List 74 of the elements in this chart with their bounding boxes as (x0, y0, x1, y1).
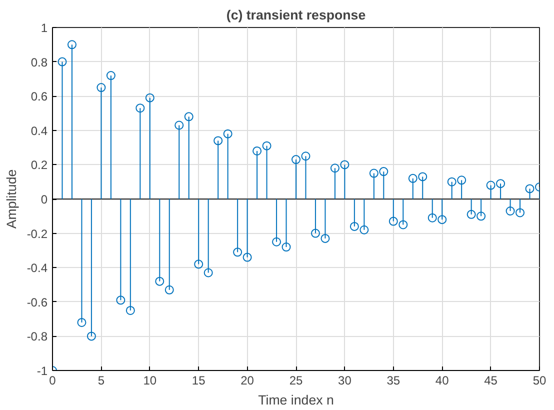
y-tick-label: 0 (40, 192, 48, 206)
point (506, 206, 515, 216)
point (242, 252, 252, 262)
point (136, 104, 145, 113)
x-tick-label: 50 (532, 374, 546, 388)
y-tick-label: -0.6 (26, 295, 48, 310)
y-tick-label: 0.4 (30, 124, 48, 138)
point (525, 184, 534, 194)
point (233, 248, 242, 257)
x-tick-label: 0 (49, 374, 56, 388)
y-tick-label: -0.4 (26, 261, 48, 276)
point (155, 276, 164, 286)
y-tick-label: -0.2 (26, 226, 48, 241)
point (204, 268, 213, 278)
point (58, 57, 67, 66)
point (408, 174, 418, 183)
x-tick-label: 10 (143, 374, 157, 388)
point (428, 213, 437, 222)
point (486, 180, 496, 190)
point (126, 306, 135, 315)
point (388, 216, 398, 226)
point (164, 285, 174, 294)
point (106, 71, 116, 80)
point (476, 212, 486, 221)
y-axis-title: Amplitude (4, 169, 19, 229)
point (184, 112, 194, 122)
point (466, 210, 476, 219)
point (310, 228, 320, 238)
point (116, 296, 126, 305)
x-tick-label: 45 (484, 374, 498, 388)
point (292, 155, 300, 164)
point (457, 176, 466, 185)
point (86, 332, 96, 341)
chart-title: (c) transient response (226, 8, 366, 22)
y-tick-label: 0.2 (30, 158, 48, 172)
x-tick-label: 25 (289, 374, 303, 388)
point (369, 168, 378, 178)
point (67, 40, 76, 50)
point (252, 146, 262, 156)
x-axis-title: Time index n (258, 392, 334, 408)
point (447, 177, 456, 186)
point (496, 179, 506, 188)
point (96, 83, 106, 92)
point (145, 93, 154, 102)
point (379, 167, 388, 176)
x-tick-label: 20 (240, 374, 254, 388)
point (330, 164, 340, 173)
point (77, 318, 86, 327)
point (516, 208, 525, 218)
y-tick-label: 0.6 (30, 90, 48, 104)
point (272, 237, 282, 246)
x-tick-label: 35 (386, 374, 400, 388)
y-tick-label: -0.8 (26, 330, 48, 344)
y-tick-label: -1 (36, 364, 48, 378)
point (194, 260, 204, 269)
point (214, 136, 223, 146)
x-tick-label: 30 (338, 374, 352, 388)
point (282, 242, 291, 252)
point (174, 120, 184, 130)
point (438, 215, 447, 224)
y-tick-label: 0.8 (30, 55, 48, 70)
point (360, 225, 369, 234)
point (320, 234, 330, 243)
point (398, 220, 408, 230)
point (418, 172, 428, 182)
point (301, 152, 310, 161)
point (340, 160, 350, 170)
point (350, 222, 359, 231)
x-tick-label: 15 (192, 374, 206, 388)
x-tick-label: 40 (435, 374, 450, 388)
point (262, 141, 272, 150)
y-tick-label: 1 (40, 21, 48, 35)
x-tick-label: 5 (98, 374, 105, 388)
point (223, 129, 232, 138)
